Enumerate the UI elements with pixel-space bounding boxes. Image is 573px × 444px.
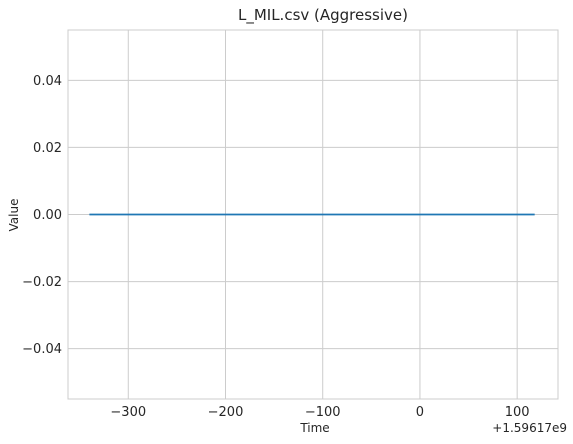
x-tick-label: 0 (416, 405, 424, 420)
y-tick-label: 0.00 (33, 208, 62, 223)
y-tick-label: −0.04 (22, 342, 62, 357)
x-tick-label: −200 (208, 405, 244, 420)
y-axis-label: Value (7, 199, 21, 232)
chart-title: L_MIL.csv (Aggressive) (238, 6, 408, 25)
x-axis-offset-label: +1.59617e9 (492, 421, 567, 435)
x-tick-label: 100 (505, 405, 530, 420)
x-tick-label: −100 (305, 405, 341, 420)
x-tick-label: −300 (110, 405, 146, 420)
y-tick-label: 0.04 (33, 74, 62, 89)
y-tick-labels: −0.04 −0.02 0.00 0.02 0.04 (22, 74, 62, 357)
y-tick-label: 0.02 (33, 141, 62, 156)
plot-area (67, 29, 559, 400)
x-tick-labels: −300 −200 −100 0 100 (110, 405, 529, 420)
y-tick-label: −0.02 (22, 275, 62, 290)
x-axis-label: Time (299, 421, 329, 435)
